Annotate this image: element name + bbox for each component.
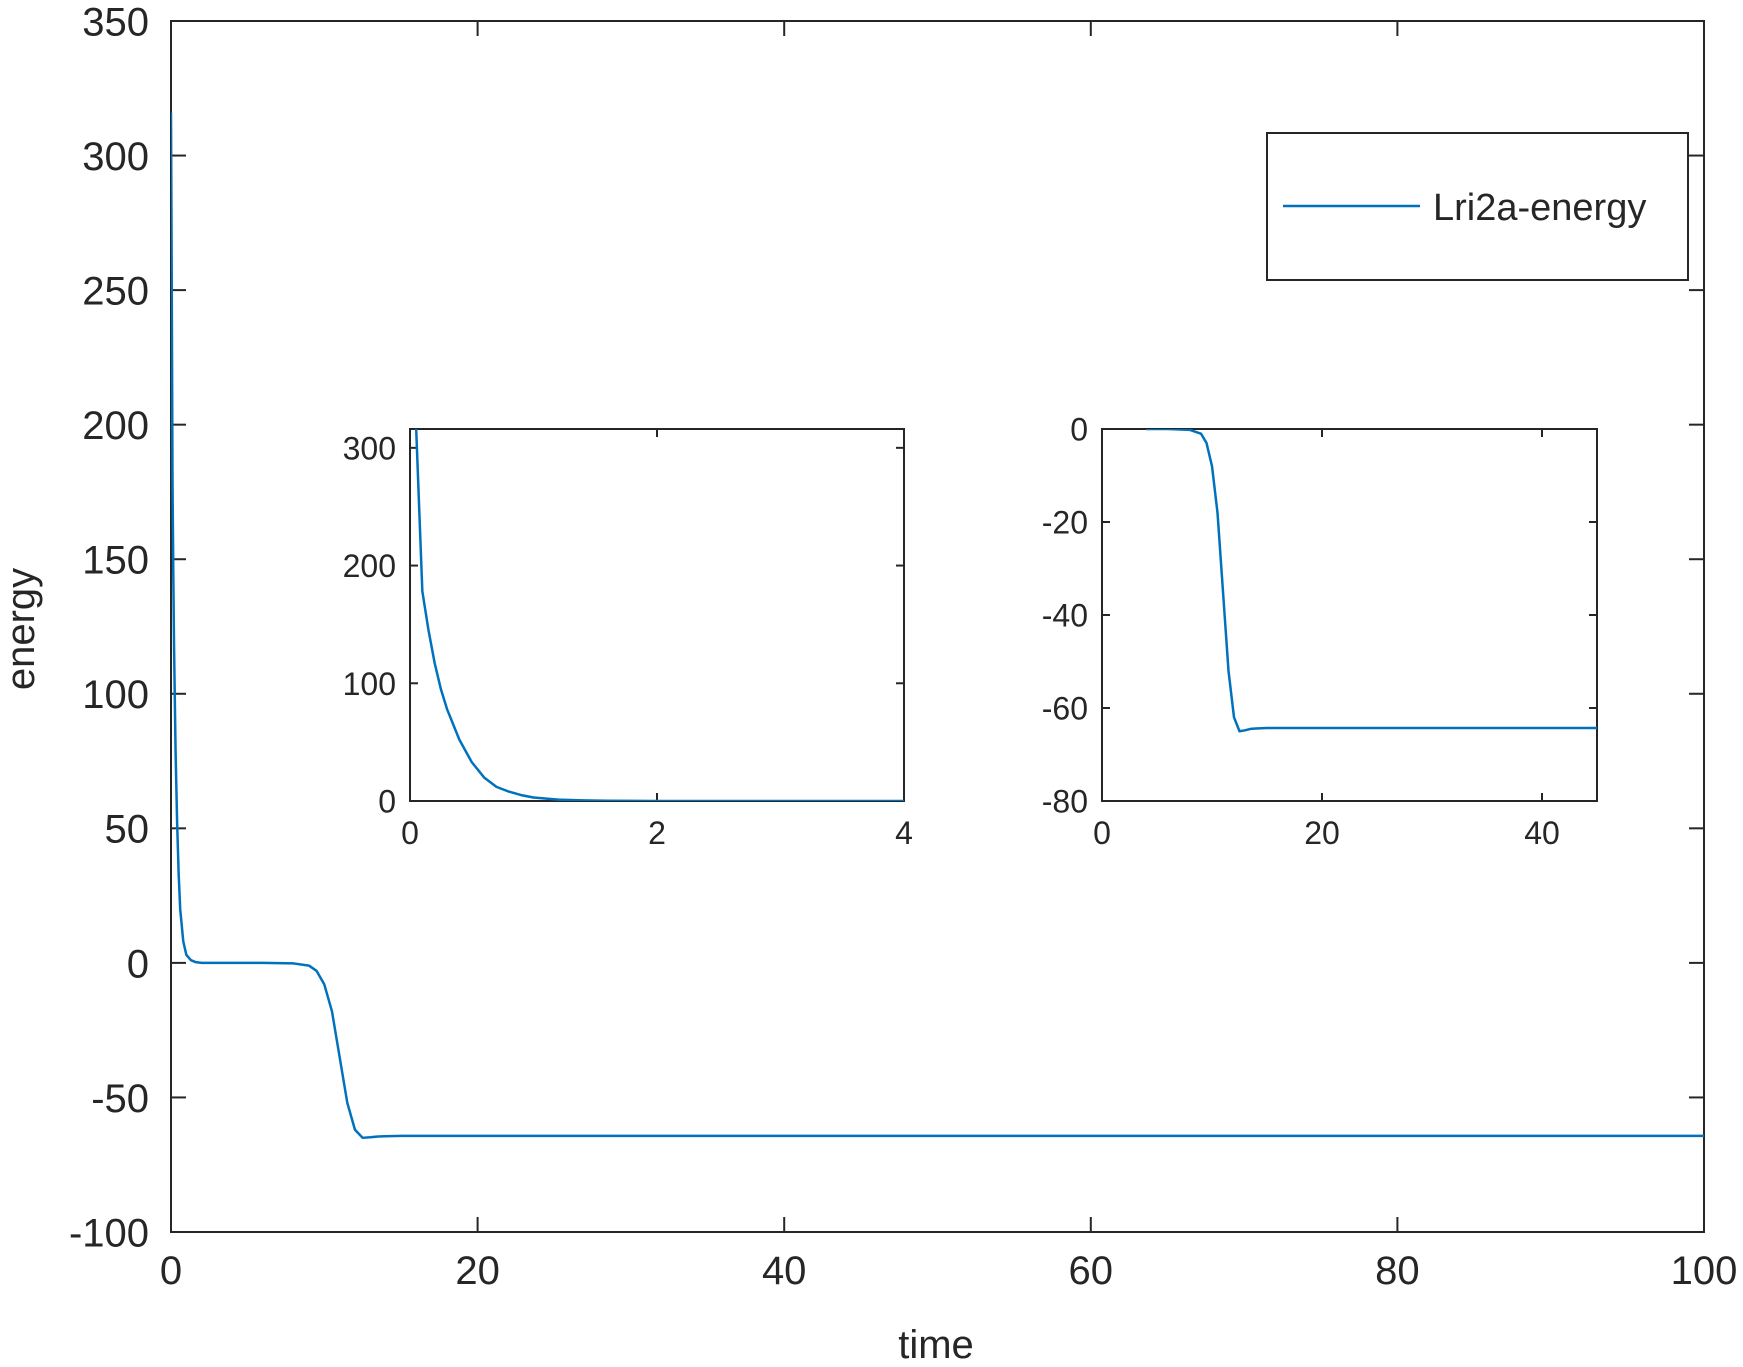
main-y-tick-label: 150 xyxy=(82,539,149,583)
inset-late-y-tick-label: 0 xyxy=(1070,412,1088,448)
inset-late-plot-frame xyxy=(1101,428,1598,802)
inset-axes-early: 0 2 4 0 100 200 300 xyxy=(343,428,913,851)
main-x-tick-label: 40 xyxy=(762,1249,807,1293)
inset-late-x-tick-label: 40 xyxy=(1524,815,1560,851)
main-y-tick-label: 0 xyxy=(127,942,149,986)
main-series-line-0 xyxy=(171,112,1704,1140)
inset-early-y-tick-label: 200 xyxy=(343,548,396,584)
main-y-tick-label: -50 xyxy=(91,1077,149,1121)
inset-axes-late: 0 20 40 -80 -60 -40 -20 0 xyxy=(1042,412,1598,851)
inset-late-x-tick-label: 20 xyxy=(1304,815,1340,851)
inset-early-y-tick-label: 100 xyxy=(343,666,396,702)
main-x-tick-label: 20 xyxy=(455,1249,500,1293)
main-y-tick-label: 250 xyxy=(82,270,149,314)
main-y-tick-label: -100 xyxy=(69,1211,149,1255)
inset-early-y-tick-label: 0 xyxy=(378,784,396,820)
inset-late-y-tick-label: -60 xyxy=(1042,691,1088,727)
main-x-tick-label: 0 xyxy=(160,1249,182,1293)
main-y-tick-label: 50 xyxy=(105,808,150,852)
inset-early-series-line-0 xyxy=(414,429,904,801)
inset-early-x-tick-label: 2 xyxy=(648,815,666,851)
inset-early-y-tick-label: 300 xyxy=(343,430,396,466)
inset-late-series-line-0 xyxy=(1146,429,1597,733)
main-y-tick-label: 300 xyxy=(82,135,149,179)
inset-early-x-tick-label: 4 xyxy=(895,815,913,851)
y-axis-title: energy xyxy=(0,568,43,690)
main-y-tick-label: 350 xyxy=(82,0,149,44)
x-axis-title: time xyxy=(898,1323,974,1367)
legend: Lri2a-energy xyxy=(1266,132,1689,281)
main-y-tick-label: 200 xyxy=(82,404,149,448)
inset-early-plot-frame xyxy=(409,428,905,802)
inset-late-y-tick-label: -20 xyxy=(1042,505,1088,541)
main-x-tick-label: 60 xyxy=(1069,1249,1114,1293)
main-y-tick-label: 100 xyxy=(82,673,149,717)
inset-late-x-tick-label: 0 xyxy=(1093,815,1111,851)
main-x-tick-label: 80 xyxy=(1375,1249,1420,1293)
legend-label: Lri2a-energy xyxy=(1433,187,1646,229)
inset-late-y-tick-label: -40 xyxy=(1042,598,1088,634)
inset-late-y-tick-label: -80 xyxy=(1042,784,1088,820)
main-x-tick-label: 100 xyxy=(1671,1249,1738,1293)
inset-early-x-tick-label: 0 xyxy=(401,815,419,851)
